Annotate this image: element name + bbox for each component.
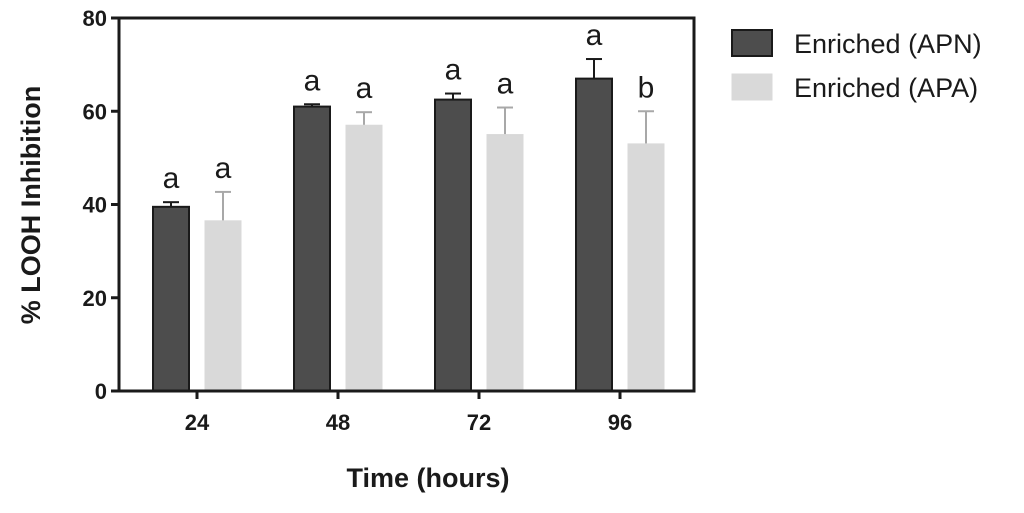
significance-label: b (638, 71, 655, 104)
significance-label: a (215, 152, 232, 185)
y-tick-label: 80 (83, 6, 107, 31)
x-tick-label: 96 (608, 410, 632, 435)
y-axis-title: % LOOH Inhibition (16, 86, 46, 324)
bar (575, 77, 613, 393)
significance-label: a (304, 64, 321, 97)
bar (152, 205, 190, 392)
x-tick-label: 24 (185, 410, 210, 435)
y-tick-label: 0 (95, 379, 107, 404)
bar (293, 105, 331, 393)
bar (345, 124, 383, 392)
significance-label: a (356, 72, 373, 105)
x-tick-label: 72 (467, 410, 491, 435)
x-axis-title: Time (hours) (346, 463, 509, 493)
y-tick-label: 60 (83, 99, 107, 124)
significance-label: a (163, 162, 180, 195)
significance-label: a (586, 19, 603, 52)
bar (434, 98, 472, 392)
legend-swatch (731, 29, 773, 57)
legend: Enriched (APN) Enriched (APA) (731, 29, 982, 103)
x-axis-ticks: 24 48 72 96 (185, 391, 632, 435)
significance-label: a (497, 68, 514, 101)
y-tick-label: 20 (83, 286, 107, 311)
x-tick-label: 48 (326, 410, 350, 435)
bar (204, 220, 242, 392)
significance-label: a (445, 54, 462, 87)
legend-label: Enriched (APA) (794, 73, 978, 103)
y-tick-label: 40 (83, 193, 107, 218)
bar (627, 143, 665, 392)
legend-label: Enriched (APN) (794, 29, 982, 59)
bar (486, 134, 524, 392)
y-axis-ticks: 0 20 40 60 80 (83, 6, 119, 404)
bars-layer (152, 58, 665, 393)
significance-labels: a a a a a a a b (163, 19, 655, 195)
legend-swatch (731, 73, 773, 101)
